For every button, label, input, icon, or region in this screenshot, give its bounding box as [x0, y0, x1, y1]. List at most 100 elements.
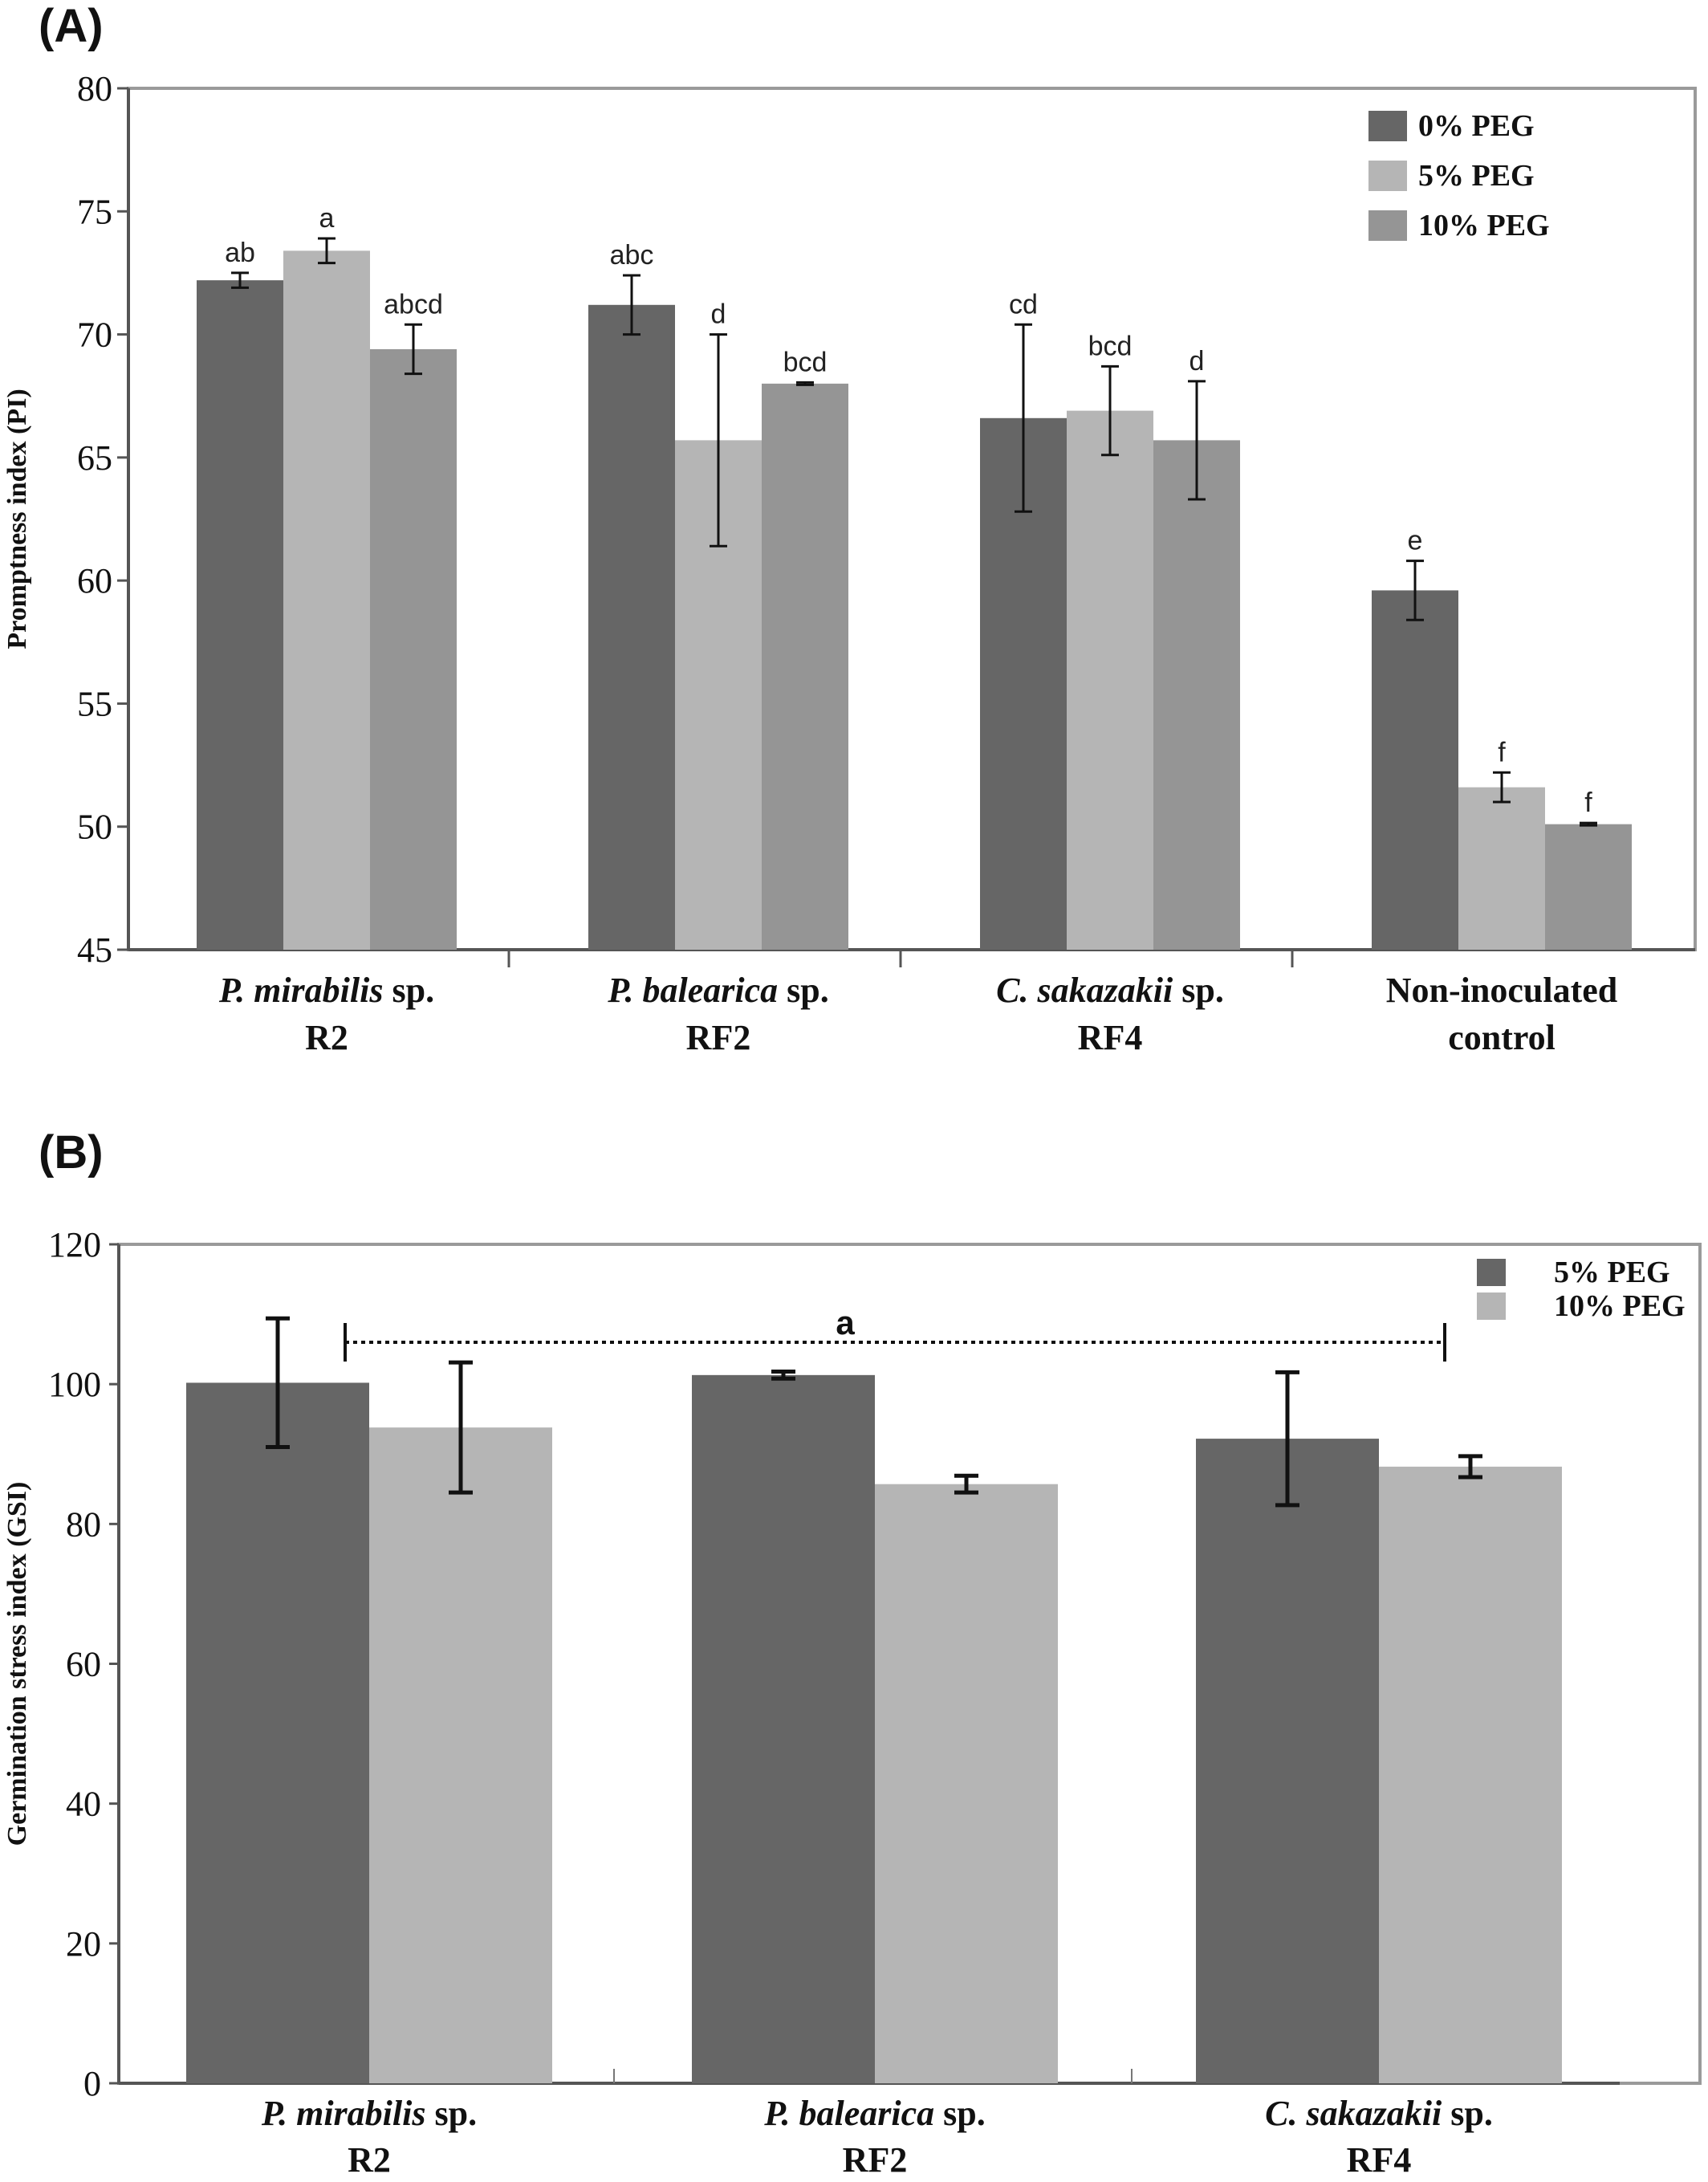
panel-a-error-bar [623, 274, 640, 336]
panel-b-category-name-italic: P. mirabilis [261, 2094, 426, 2133]
panel-b-ytick-label: 0 [83, 2064, 101, 2103]
panel-a-category-label: C. sakazakii sp. [996, 971, 1224, 1010]
panel-a-bar [588, 304, 675, 951]
panel-b-ytick-label: 80 [66, 1504, 101, 1544]
panel-a-significance-label: e [1408, 526, 1423, 556]
panel-a-bar [197, 280, 283, 950]
panel-a-error-bar [1406, 560, 1424, 621]
panel-b-error-bar [1275, 1370, 1299, 1508]
panel-b-legend-swatch [1477, 1293, 1506, 1320]
panel-a-category-name-rest: Non-inoculated [1386, 971, 1617, 1010]
panel-a-bar [762, 383, 848, 950]
panel-b-category-name-rest: sp. [1442, 2094, 1493, 2133]
panel-a-error-bar [710, 333, 727, 548]
panel-a-error-bar [1101, 364, 1119, 457]
panel-a-category-label: P. balearica sp. [607, 971, 828, 1010]
panel-b-y-axis-label: Germination stress index (GSI) [2, 1482, 32, 1846]
panel-a-significance-label: f [1498, 737, 1506, 767]
panel-a-error-bar [796, 381, 814, 386]
panel-b-category-label: P. balearica sp. [763, 2094, 985, 2133]
panel-a-significance-label: cd [1009, 289, 1038, 320]
panel-b-ytick-label: 40 [66, 1785, 101, 1824]
panel-a-category-line2: RF4 [1078, 1018, 1143, 1057]
panel-a-category-line2: RF2 [686, 1018, 751, 1057]
panel-b-bar [692, 1374, 875, 2083]
panel-a-significance-label: bcd [1088, 331, 1133, 361]
panel-a-ytick-label: 70 [77, 315, 112, 355]
panel-a-error-bar [231, 271, 249, 289]
panel-a-bar [1372, 590, 1458, 950]
panel-a-bar [1153, 440, 1240, 950]
panel-b-ytick-label: 120 [48, 1225, 101, 1264]
panel-b-category-name-italic: P. balearica [763, 2094, 934, 2133]
panel-a-significance-label: abc [610, 240, 654, 271]
panel-a-ytick-label: 45 [77, 930, 112, 970]
panel-a-ytick-label: 60 [77, 561, 112, 600]
panel-b-bar [369, 1427, 552, 2083]
panel-a-legend-label: 10% PEG [1418, 209, 1550, 242]
panel-b-error-bar [771, 1369, 795, 1381]
panel-b-bar [1196, 1439, 1379, 2083]
panel-a-ytick-label: 80 [77, 69, 112, 108]
panel-a-bar [1458, 787, 1545, 950]
panel-b-chart: (B) 0 20 40 60 80 100 120 Germination stress ind… [2, 1126, 1702, 2180]
panel-a-legend: 0% PEG 5% PEG 10% PEG [1368, 109, 1550, 242]
panel-b-ytick-label: 60 [66, 1645, 101, 1684]
panel-a-error-bar [1188, 380, 1206, 501]
panel-b-legend-swatch [1477, 1259, 1506, 1286]
panel-a-significance-label: bcd [783, 347, 828, 377]
panel-a-significance-label: a [319, 203, 335, 234]
panel-b-error-bar [266, 1316, 290, 1450]
panel-a-category-label: Non-inoculated [1386, 971, 1617, 1010]
panel-b-category-line2: RF4 [1347, 2140, 1412, 2180]
panel-a-chart: (A) 45 50 55 60 65 70 75 80 Promptness index (PI)… [2, 0, 1697, 1057]
panel-a-error-bar [1015, 323, 1032, 513]
panel-b-legend-label: 5% PEG [1554, 1256, 1670, 1289]
panel-a-label: (A) [39, 0, 104, 52]
panel-a-category-name-rest: sp. [1173, 971, 1224, 1010]
panel-b-category-line2: R2 [348, 2140, 391, 2180]
panel-b-error-bar [954, 1473, 978, 1495]
panel-a-significance-label: d [1190, 346, 1205, 377]
panel-b-category-label: P. mirabilis sp. [261, 2094, 477, 2133]
panel-a-bar [370, 348, 457, 951]
panel-a-category-line2: control [1448, 1018, 1556, 1057]
panel-a-category-label: P. mirabilis sp. [218, 971, 434, 1010]
panel-a-bar [283, 250, 370, 950]
panel-a-y-axis-label: Promptness index (PI) [2, 389, 32, 649]
panel-a-ytick-label: 65 [77, 438, 112, 478]
panel-a-category-name-rest: sp. [383, 971, 434, 1010]
panel-a-significance-label: f [1584, 788, 1592, 818]
panel-a-error-bar [318, 237, 336, 265]
panel-b-bar [1379, 1466, 1562, 2083]
panel-b-legend-label: 10% PEG [1554, 1289, 1686, 1323]
panel-a-significance-label: abcd [384, 289, 443, 320]
panel-b-error-bar [449, 1360, 473, 1495]
panel-a-category-name-italic: P. mirabilis [218, 971, 384, 1010]
panel-a-ytick-label: 55 [77, 684, 112, 723]
panel-a-ytick-label: 50 [77, 808, 112, 847]
panel-a-legend-swatch [1368, 161, 1407, 191]
panel-a-error-bar [1493, 771, 1511, 804]
panel-b-ytick-label: 20 [66, 1924, 101, 1964]
panel-b-category-label: C. sakazakii sp. [1265, 2094, 1493, 2133]
panel-b-category-name-rest: sp. [425, 2094, 477, 2133]
panel-b-error-bar [1458, 1454, 1482, 1480]
panel-b-significance-label: a [836, 1304, 855, 1341]
panel-a-bar [1067, 410, 1153, 950]
panel-b-significance-bracket: a [344, 1304, 1446, 1362]
panel-a-significance-label: d [711, 299, 726, 330]
panel-b-label: (B) [39, 1126, 104, 1179]
panel-a-error-bar [1580, 821, 1597, 827]
panel-a-category-name-italic: C. sakazakii [996, 971, 1173, 1010]
panel-a-category-name-italic: P. balearica [607, 971, 778, 1010]
panel-b-ytick-label: 100 [48, 1365, 101, 1404]
panel-a-ytick-label: 75 [77, 192, 112, 231]
panel-b-bar [186, 1382, 369, 2083]
panel-a-legend-swatch [1368, 111, 1407, 141]
panel-a-legend-label: 0% PEG [1418, 109, 1535, 143]
panel-a-error-bar [405, 323, 422, 376]
panel-a-category-name-rest: sp. [778, 971, 829, 1010]
